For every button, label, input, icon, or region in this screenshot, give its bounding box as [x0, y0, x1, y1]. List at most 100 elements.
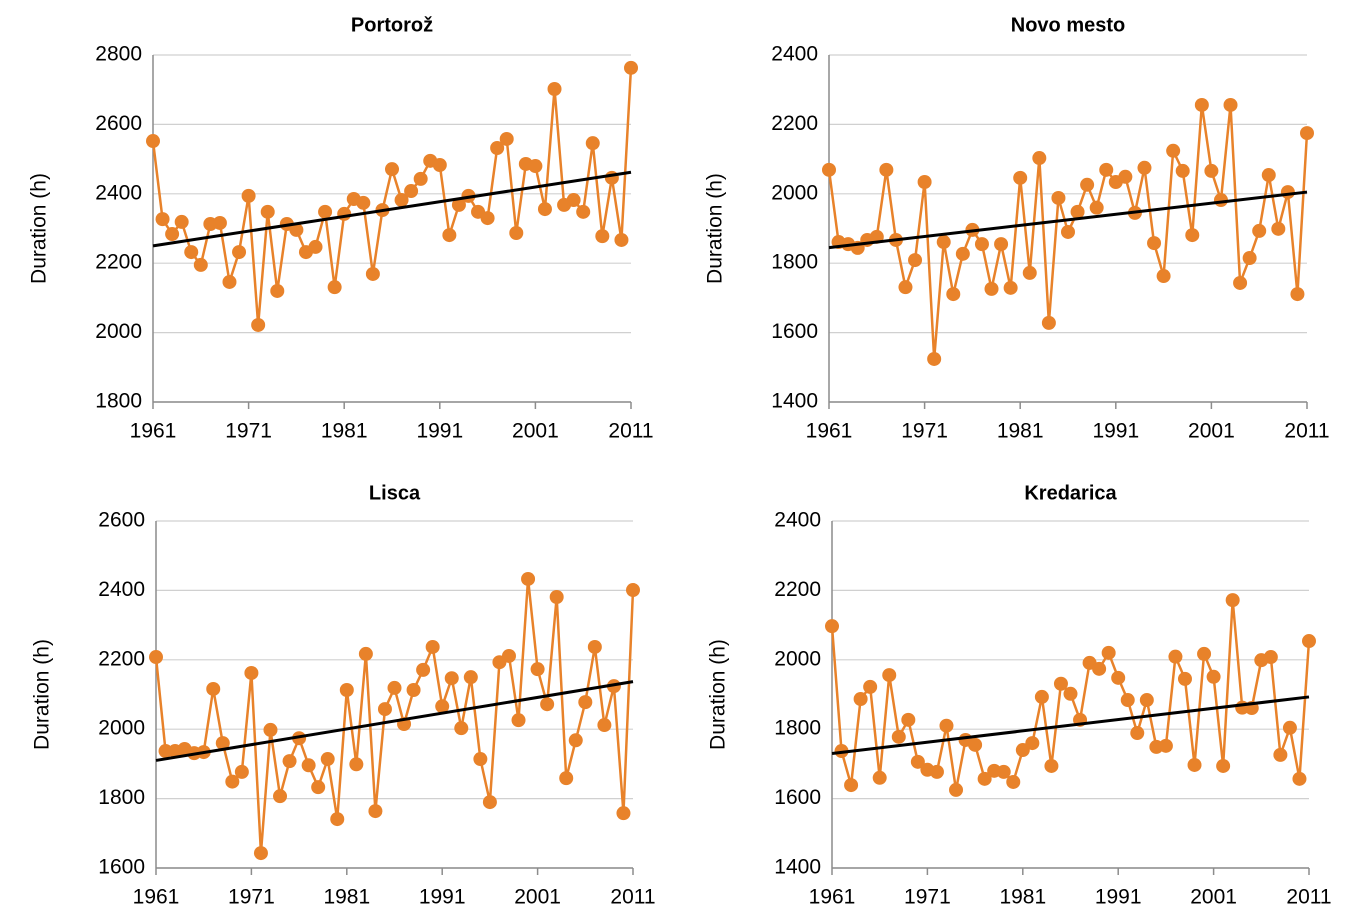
data-point	[1300, 126, 1314, 141]
data-point	[1092, 661, 1107, 676]
data-point	[337, 206, 352, 221]
data-point	[1252, 223, 1267, 238]
data-point	[356, 195, 371, 210]
data-point	[368, 804, 383, 819]
y-tick-label: 1400	[771, 390, 818, 413]
data-point	[193, 257, 208, 272]
data-point	[215, 736, 230, 751]
data-point	[1051, 190, 1066, 205]
data-point	[1130, 726, 1145, 741]
data-point	[1292, 771, 1307, 786]
x-tick-label: 2011	[610, 886, 655, 909]
x-tick-label: 2011	[1286, 886, 1331, 909]
data-point	[825, 619, 839, 634]
data-point	[149, 650, 163, 665]
data-point	[1063, 686, 1078, 701]
x-tick-label: 1981	[997, 420, 1044, 443]
data-point	[174, 214, 189, 229]
data-point	[882, 668, 897, 683]
x-tick-label: 2011	[608, 420, 653, 443]
data-point	[320, 752, 335, 767]
data-point	[1080, 177, 1095, 192]
data-point	[146, 134, 160, 149]
data-point	[451, 197, 466, 212]
chart-title: Kredarica	[1024, 482, 1117, 504]
data-point	[1263, 650, 1278, 665]
data-point	[289, 222, 304, 237]
data-point	[222, 274, 237, 289]
y-tick-label: 1400	[774, 856, 821, 879]
data-point	[1111, 670, 1126, 685]
chart-title: Portorož	[351, 14, 433, 36]
y-axis-label: Duration (h)	[28, 173, 51, 284]
data-point	[260, 204, 275, 219]
data-point	[1204, 163, 1219, 178]
data-point	[587, 639, 602, 654]
y-tick-label: 2200	[771, 112, 818, 135]
y-tick-label: 2400	[774, 509, 821, 532]
data-point	[509, 226, 524, 241]
data-point	[585, 136, 600, 151]
data-point	[1156, 269, 1171, 284]
data-point	[844, 778, 859, 793]
data-point	[908, 253, 923, 268]
data-point	[521, 571, 536, 586]
y-tick-label: 1600	[98, 856, 145, 879]
data-point	[977, 771, 992, 786]
chart-title: Lisca	[369, 482, 421, 504]
chart-title: Novo mesto	[1011, 14, 1125, 36]
x-tick-label: 2001	[512, 420, 559, 443]
y-tick-label: 2000	[771, 181, 818, 204]
data-point	[1175, 163, 1190, 178]
data-point	[327, 280, 342, 295]
data-point	[626, 583, 640, 598]
data-point	[1070, 204, 1085, 219]
x-tick-label: 1991	[1092, 420, 1139, 443]
data-point	[936, 235, 951, 250]
data-point	[432, 157, 447, 172]
data-point	[1089, 200, 1104, 215]
data-point	[1044, 758, 1059, 773]
data-point	[251, 317, 266, 332]
data-point	[955, 246, 970, 261]
data-point	[1034, 689, 1049, 704]
data-point	[949, 782, 964, 797]
data-point	[968, 737, 983, 752]
data-point	[1216, 758, 1231, 773]
data-point	[234, 764, 249, 779]
data-point	[473, 752, 488, 767]
data-point	[1185, 228, 1200, 243]
trend-line	[152, 170, 632, 248]
y-tick-label: 2200	[95, 251, 142, 274]
data-point	[946, 287, 961, 302]
data-point	[576, 204, 591, 219]
data-point	[1061, 224, 1075, 239]
data-point	[1280, 185, 1295, 200]
data-point	[270, 283, 285, 298]
data-point	[406, 682, 421, 697]
data-point	[879, 162, 894, 177]
data-point	[898, 280, 913, 295]
x-tick-label: 1961	[809, 886, 856, 909]
data-point	[1273, 747, 1288, 762]
data-point	[984, 281, 999, 296]
data-point	[872, 770, 887, 785]
data-point	[1099, 162, 1114, 177]
x-tick-label: 2001	[1188, 420, 1235, 443]
data-point	[1223, 97, 1238, 112]
data-point	[891, 729, 906, 744]
data-point	[1197, 646, 1212, 661]
x-tick-label: 2001	[1190, 886, 1237, 909]
data-point	[530, 662, 545, 677]
data-point	[155, 212, 170, 227]
data-point	[206, 681, 221, 696]
y-tick-label: 1800	[98, 786, 145, 809]
data-point	[282, 754, 297, 769]
data-point	[1206, 669, 1221, 684]
data-point	[385, 162, 399, 177]
data-point	[917, 175, 932, 190]
data-point	[425, 639, 440, 654]
x-tick-label: 1971	[228, 886, 275, 909]
x-tick-label: 1981	[999, 886, 1046, 909]
